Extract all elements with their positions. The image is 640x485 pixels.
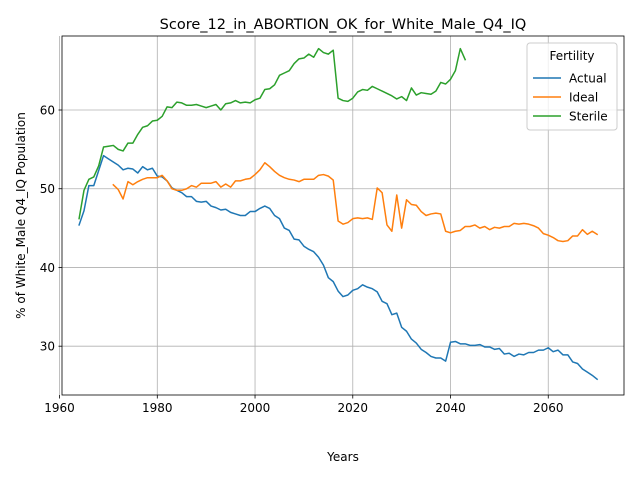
x-tick-label: 2040	[435, 401, 466, 415]
y-tick-label: 30	[40, 339, 55, 353]
legend: Fertility Actual Ideal Sterile	[526, 42, 618, 131]
x-tick-label: 1960	[44, 401, 75, 415]
series-lines	[78, 47, 599, 381]
y-axis-label: % of White_Male Q4_IQ Population	[14, 112, 28, 319]
y-axis: 30 40 50 60	[40, 103, 62, 353]
chart-title: Score_12_in_ABORTION_OK_for_White_Male_Q…	[160, 17, 527, 33]
y-tick-label: 40	[40, 261, 55, 275]
y-tick-label: 50	[40, 182, 55, 196]
plot-frame	[61, 35, 625, 396]
legend-title: Fertility	[549, 49, 594, 63]
x-tick-label: 2020	[338, 401, 369, 415]
x-axis-label: Years	[326, 450, 359, 464]
x-axis: 1960 1980 2000 2020 2040 2060	[44, 395, 564, 415]
legend-label-sterile: Sterile	[569, 109, 608, 123]
x-tick-label: 1980	[142, 401, 173, 415]
legend-box	[526, 42, 618, 131]
x-tick-label: 2000	[240, 401, 271, 415]
legend-entries: Actual Ideal Sterile	[533, 71, 608, 123]
series-line-sterile	[78, 47, 467, 220]
x-tick-label: 2060	[533, 401, 564, 415]
legend-label-actual: Actual	[569, 71, 607, 85]
legend-label-ideal: Ideal	[569, 90, 598, 104]
series-line-ideal	[112, 162, 599, 243]
y-tick-label: 60	[40, 103, 55, 117]
